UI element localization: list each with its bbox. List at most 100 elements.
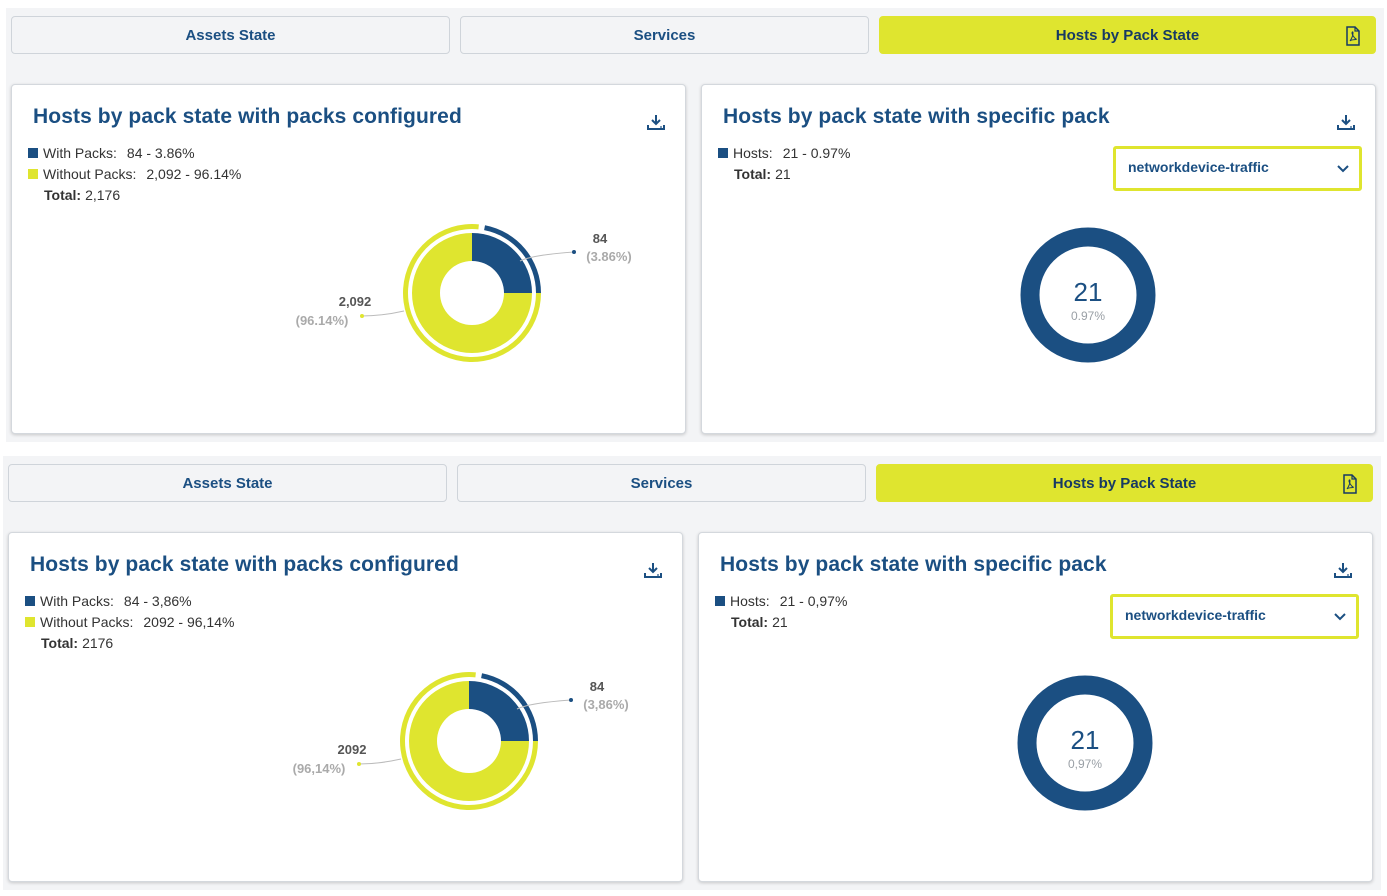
pack-select-value: networkdevice-traffic: [1125, 607, 1266, 623]
donut-outer-ring-with-packs: [481, 673, 538, 741]
pdf-icon[interactable]: [1345, 26, 1361, 46]
total-label: Total:: [41, 634, 79, 651]
pack-state-donut-chart: 84 (3,86%) 2092 (96,14%): [293, 672, 629, 810]
legend-item-without-packs: Without Packs: 2092 - 96,14%: [25, 611, 234, 632]
specific-pack-donut-chart: [1017, 675, 1153, 811]
download-icon[interactable]: [644, 561, 662, 579]
donut-outer-ring-with-packs: [484, 225, 541, 293]
total-value: 21: [772, 613, 788, 630]
card-title: Hosts by pack state with specific pack: [723, 105, 1110, 128]
legend-total: Total: 2,176: [28, 184, 241, 205]
tab-label: Hosts by Pack State: [1052, 474, 1197, 492]
callout-dot: [572, 250, 576, 254]
callout-with-value: 84: [593, 231, 608, 246]
total-value: 2176: [82, 634, 114, 651]
donut-slice-without-packs[interactable]: [409, 681, 529, 801]
legend-item-with-packs: With Packs: 84 - 3,86%: [25, 590, 234, 611]
pack-select[interactable]: networkdevice-traffic: [1110, 594, 1359, 639]
pdf-icon[interactable]: [1342, 474, 1358, 494]
callout-without-pct: (96,14%): [293, 761, 346, 776]
legend-label: With Packs:: [40, 592, 114, 609]
callout-with-pct: (3.86%): [586, 249, 632, 264]
chart-legend: With Packs: 84 - 3,86% Without Packs: 20…: [25, 590, 234, 653]
download-icon[interactable]: [1337, 113, 1355, 131]
legend-swatch: [25, 595, 35, 606]
tab-hosts-by-pack-state[interactable]: Hosts by Pack State: [876, 464, 1373, 502]
hosts-specific-pack-card: Hosts by pack state with specific pack H…: [698, 532, 1373, 882]
chart-legend: With Packs: 84 - 3.86% Without Packs: 2,…: [28, 142, 241, 205]
legend-swatch: [25, 616, 35, 627]
legend-label: Without Packs:: [43, 165, 137, 182]
callout-without-value: 2,092: [339, 294, 372, 309]
card-title: Hosts by pack state with packs configure…: [30, 553, 459, 576]
tab-label: Services: [633, 26, 696, 44]
legend-value: 2,092 - 96.14%: [146, 165, 242, 182]
tab-assets-state[interactable]: Assets State: [8, 464, 447, 502]
legend-item-hosts: Hosts: 21 - 0.97%: [718, 142, 850, 163]
legend-item-hosts: Hosts: 21 - 0,97%: [715, 590, 847, 611]
tab-label: Assets State: [182, 474, 273, 492]
total-value: 2,176: [85, 186, 121, 203]
legend-item-without-packs: Without Packs: 2,092 - 96.14%: [28, 163, 241, 184]
callout-with-value: 84: [590, 679, 605, 694]
legend-item-with-packs: With Packs: 84 - 3.86%: [28, 142, 241, 163]
chart-legend: Hosts: 21 - 0.97% Total: 21: [718, 142, 850, 184]
hosts-pack-configured-card: Hosts by pack state with packs configure…: [11, 84, 686, 434]
donut-slice-with-packs[interactable]: [469, 681, 529, 741]
callout-line: [519, 251, 575, 262]
callout-without-pct: (96.14%): [296, 313, 349, 328]
donut-slice-with-packs[interactable]: [472, 233, 532, 293]
legend-label: Hosts:: [733, 144, 773, 161]
callout-dot: [357, 762, 361, 766]
dashboard-panel: Assets State Services Hosts by Pack Stat…: [6, 8, 1384, 442]
download-icon[interactable]: [1334, 561, 1352, 579]
legend-swatch: [718, 147, 728, 158]
card-title: Hosts by pack state with packs configure…: [33, 105, 462, 128]
legend-value: 21 - 0,97%: [779, 592, 848, 609]
chevron-down-icon: [1337, 165, 1349, 173]
callout-dot: [569, 698, 573, 702]
legend-value: 84 - 3.86%: [126, 144, 195, 161]
donut-center-value: 21: [1070, 725, 1100, 755]
tab-label: Services: [630, 474, 693, 492]
dashboard-panel: Assets State Services Hosts by Pack Stat…: [3, 456, 1381, 890]
legend-value: 84 - 3,86%: [123, 592, 192, 609]
tab-assets-state[interactable]: Assets State: [11, 16, 450, 54]
legend-label: Hosts:: [730, 592, 770, 609]
tab-services[interactable]: Services: [460, 16, 869, 54]
legend-swatch: [28, 168, 38, 179]
legend-value: 21 - 0.97%: [782, 144, 851, 161]
chevron-down-icon: [1334, 613, 1346, 621]
hosts-pack-configured-card: Hosts by pack state with packs configure…: [8, 532, 683, 882]
total-value: 21: [775, 165, 791, 182]
hosts-specific-pack-card: Hosts by pack state with specific pack H…: [701, 84, 1376, 434]
specific-pack-donut-chart: [1020, 227, 1156, 363]
donut-slice-hosts[interactable]: [1020, 227, 1156, 363]
legend-total: Total: 21: [718, 163, 850, 184]
callout-line: [358, 758, 402, 765]
callout-dot: [360, 314, 364, 318]
total-label: Total:: [734, 165, 772, 182]
total-label: Total:: [44, 186, 82, 203]
pack-select-value: networkdevice-traffic: [1128, 159, 1269, 175]
card-title: Hosts by pack state with specific pack: [720, 553, 1107, 576]
legend-label: Without Packs:: [40, 613, 134, 630]
callout-with-pct: (3,86%): [583, 697, 629, 712]
legend-swatch: [715, 595, 725, 606]
callout-line: [361, 310, 405, 317]
donut-center-pct: 0.97%: [1070, 309, 1106, 323]
legend-total: Total: 21: [715, 611, 847, 632]
tab-services[interactable]: Services: [457, 464, 866, 502]
donut-slice-hosts[interactable]: [1017, 675, 1153, 811]
donut-slice-without-packs[interactable]: [412, 233, 532, 353]
legend-total: Total: 2176: [25, 632, 234, 653]
tab-label: Assets State: [185, 26, 276, 44]
callout-without-value: 2092: [338, 742, 367, 757]
tab-label: Hosts by Pack State: [1055, 26, 1200, 44]
legend-value: 2092 - 96,14%: [143, 613, 235, 630]
tab-hosts-by-pack-state[interactable]: Hosts by Pack State: [879, 16, 1376, 54]
download-icon[interactable]: [647, 113, 665, 131]
pack-select[interactable]: networkdevice-traffic: [1113, 146, 1362, 191]
donut-center-value: 21: [1073, 277, 1103, 307]
chart-legend: Hosts: 21 - 0,97% Total: 21: [715, 590, 847, 632]
